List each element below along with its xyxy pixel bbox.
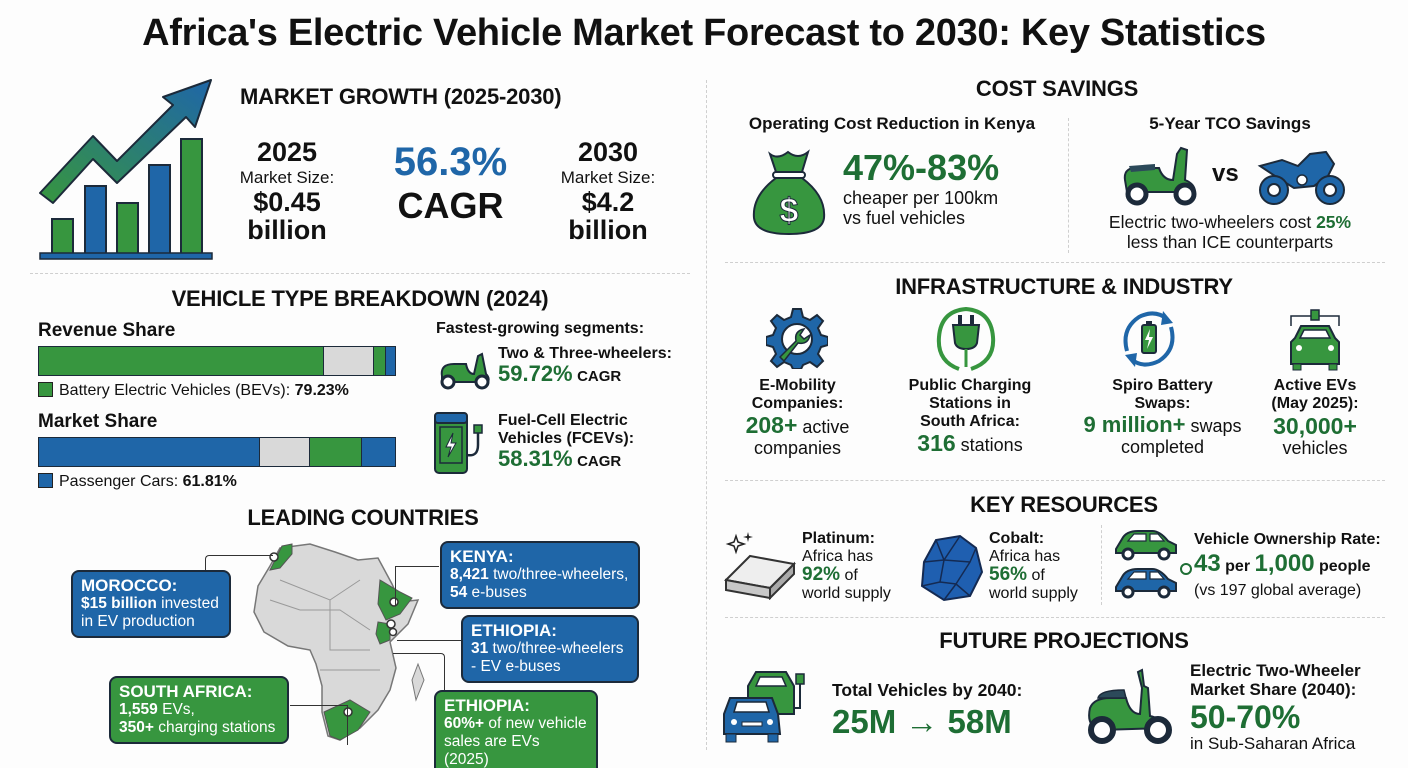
money-bag-icon: $ bbox=[752, 149, 826, 236]
connector-line bbox=[397, 640, 467, 641]
kenya-cost-stat: 47%-83% cheaper per 100km vs fuel vehicl… bbox=[843, 147, 1000, 229]
plug-icon bbox=[936, 306, 996, 371]
two-wheeler-share-stat: Electric Two-Wheeler Market Share (2040)… bbox=[1190, 661, 1361, 753]
bar-segment bbox=[386, 347, 395, 375]
future-projections-heading: FUTURE PROJECTIONS bbox=[939, 628, 1189, 653]
revenue-legend: Battery Electric Vehicles (BEVs): 79.23% bbox=[38, 382, 349, 400]
charging-station-icon bbox=[434, 412, 483, 474]
key-resources-heading: KEY RESOURCES bbox=[970, 492, 1158, 517]
infra-battery-swaps: Spiro Battery Swaps: 9 million+ swaps co… bbox=[1083, 377, 1242, 457]
ice-motorcycle-icon bbox=[1257, 150, 1345, 205]
tco-title: 5-Year TCO Savings bbox=[1149, 114, 1311, 133]
market-share-bar bbox=[38, 437, 396, 467]
fastest-growing-label: Fastest-growing segments: bbox=[436, 320, 645, 337]
electric-scooter-icon bbox=[1123, 146, 1197, 206]
callout-kenya: KENYA: 8,421 two/three-wheelers, 54 e-bu… bbox=[440, 541, 640, 609]
cobalt-rock-icon bbox=[920, 534, 984, 602]
growth-chart-arrow-icon bbox=[39, 79, 213, 260]
electric-scooter-large-icon bbox=[1088, 668, 1172, 744]
cost-savings-heading: COST SAVINGS bbox=[975, 76, 1139, 101]
divider bbox=[1101, 525, 1102, 605]
cobalt-stat: Cobalt: Africa has 56% of world supply bbox=[989, 530, 1078, 602]
legend-swatch bbox=[38, 382, 53, 397]
total-vehicles-stat: Total Vehicles by 2040: 25M → 58M bbox=[832, 680, 1023, 740]
market-legend: Passenger Cars: 61.81% bbox=[38, 473, 237, 491]
bar-segment bbox=[373, 347, 387, 375]
battery-swap-icon bbox=[1123, 311, 1175, 367]
bar-segment bbox=[259, 438, 311, 466]
market-size-2030: 2030 Market Size: $4.2 billion bbox=[560, 137, 656, 245]
connector-line bbox=[290, 705, 348, 745]
bar-segment bbox=[310, 438, 362, 466]
market-share-label: Market Share bbox=[38, 411, 158, 432]
revenue-share-label: Revenue Share bbox=[38, 320, 176, 341]
svg-text:$: $ bbox=[780, 192, 799, 230]
bar-segment-bev bbox=[39, 347, 324, 375]
connector-line bbox=[395, 566, 439, 606]
africa-map-icon bbox=[253, 543, 425, 741]
scooter-icon bbox=[440, 352, 490, 390]
bar-segment bbox=[323, 347, 374, 375]
infra-charging-stations: Public Charging Stations in South Africa… bbox=[908, 377, 1032, 456]
divider bbox=[725, 262, 1385, 263]
callout-ethiopia-green: ETHIOPIA: 60%+ of new vehicle sales are … bbox=[434, 690, 598, 768]
ev-cars-charging-icon bbox=[723, 671, 805, 743]
ev-car-icon bbox=[1290, 309, 1340, 371]
bar-segment bbox=[361, 438, 395, 466]
revenue-share-bar bbox=[38, 346, 396, 376]
market-growth-heading: MARKET GROWTH (2025-2030) bbox=[240, 84, 562, 109]
vs-label: vs bbox=[1212, 160, 1239, 187]
platinum-bar-icon bbox=[723, 532, 797, 600]
cars-ownership-icon bbox=[1115, 530, 1192, 599]
infrastructure-heading: INFRASTRUCTURE & INDUSTRY bbox=[895, 274, 1233, 299]
segment-fcev: Fuel-Cell Electric Vehicles (FCEVs): 58.… bbox=[498, 412, 635, 471]
divider bbox=[725, 617, 1385, 618]
gear-wrench-icon bbox=[766, 308, 828, 369]
connector-line bbox=[205, 555, 273, 573]
connector-line bbox=[393, 653, 445, 691]
divider bbox=[1068, 118, 1069, 253]
cagr-stat: 56.3% CAGR bbox=[393, 140, 508, 226]
divider bbox=[30, 273, 690, 274]
page-title: Africa's Electric Vehicle Market Forecas… bbox=[142, 12, 1266, 54]
platinum-stat: Platinum: Africa has 92% of world supply bbox=[802, 530, 891, 602]
legend-swatch bbox=[38, 473, 53, 488]
tco-description: Electric two-wheelers cost 25% less than… bbox=[1108, 212, 1352, 252]
kenya-cost-title: Operating Cost Reduction in Kenya bbox=[748, 114, 1036, 133]
leading-countries-heading: LEADING COUNTRIES bbox=[247, 505, 479, 530]
callout-morocco: MOROCCO: $15 billion invested in EV prod… bbox=[71, 570, 231, 638]
callout-south-africa: SOUTH AFRICA: 1,559 EVs, 350+ charging s… bbox=[109, 676, 289, 744]
infra-active-evs: Active EVs (May 2025): 30,000+ vehicles bbox=[1271, 377, 1359, 458]
callout-ethiopia-blue: ETHIOPIA: 31 two/three-wheelers - EV e-b… bbox=[461, 615, 639, 683]
infra-e-mobility: E-Mobility Companies: 208+ active compan… bbox=[745, 377, 850, 458]
column-divider bbox=[706, 80, 707, 750]
ownership-rate-stat: Vehicle Ownership Rate: 43 per 1,000 peo… bbox=[1194, 531, 1381, 599]
bar-segment-passenger bbox=[39, 438, 260, 466]
divider bbox=[725, 480, 1385, 481]
segment-two-three-wheelers: Two & Three-wheelers: 59.72% CAGR bbox=[498, 345, 672, 386]
market-size-2025: 2025 Market Size: $0.45 billion bbox=[239, 137, 335, 245]
vehicle-type-heading: VEHICLE TYPE BREAKDOWN (2024) bbox=[171, 286, 549, 311]
